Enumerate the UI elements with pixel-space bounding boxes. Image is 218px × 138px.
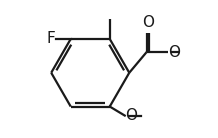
Text: O: O bbox=[168, 45, 180, 60]
Text: O: O bbox=[142, 15, 154, 30]
Text: O: O bbox=[125, 108, 137, 123]
Text: F: F bbox=[46, 31, 55, 47]
